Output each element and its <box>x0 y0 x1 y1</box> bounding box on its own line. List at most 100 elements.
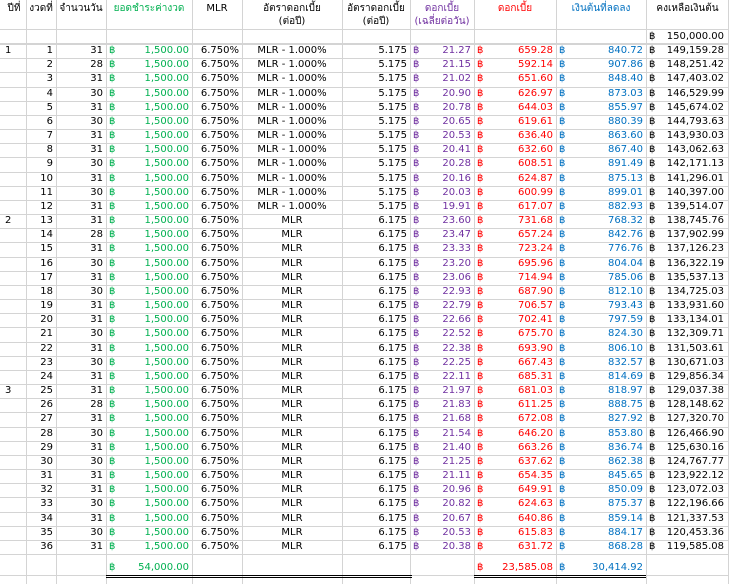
cell-days[interactable]: 31 <box>56 483 106 497</box>
cell-daily[interactable]: ฿ 23.47 <box>410 228 474 242</box>
cell-daily[interactable]: ฿ 20.53 <box>410 526 474 540</box>
cell-payment[interactable]: ฿ 1,500.00 <box>106 327 192 341</box>
cell-days[interactable]: 30 <box>56 356 106 370</box>
cell-interest[interactable]: ฿ 687.90 <box>474 285 556 299</box>
cell-days[interactable]: 30 <box>56 455 106 469</box>
cell-interest[interactable]: ฿ 667.43 <box>474 356 556 370</box>
cell-mlr[interactable]: 6.750% <box>192 313 242 327</box>
cell-payment[interactable]: ฿ 1,500.00 <box>106 129 192 143</box>
cell-payment[interactable]: ฿ 1,500.00 <box>106 384 192 398</box>
cell-mlr[interactable]: 6.750% <box>192 526 242 540</box>
cell-n[interactable]: 11 <box>26 186 56 200</box>
cell-rate[interactable]: MLR - 1.000% <box>242 129 342 143</box>
cell-mlr[interactable]: 6.750% <box>192 271 242 285</box>
cell-n[interactable]: 9 <box>26 157 56 171</box>
cell-interest[interactable]: ฿ 731.68 <box>474 214 556 228</box>
cell-payment[interactable]: ฿ 1,500.00 <box>106 370 192 384</box>
cell-eff[interactable]: 5.175 <box>342 172 410 186</box>
cell-eff[interactable]: 5.175 <box>342 200 410 214</box>
cell-balance[interactable]: ฿ 143,062.63 <box>646 143 727 157</box>
cell-interest[interactable]: ฿ 592.14 <box>474 58 556 72</box>
cell-eff[interactable]: 6.175 <box>342 427 410 441</box>
cell-n[interactable]: 28 <box>26 427 56 441</box>
cell-rate[interactable]: MLR - 1.000% <box>242 157 342 171</box>
cell-days[interactable]: 30 <box>56 115 106 129</box>
cell-days[interactable]: 30 <box>56 186 106 200</box>
cell-year[interactable] <box>2 342 26 356</box>
cell-balance[interactable]: ฿ 123,072.03 <box>646 483 727 497</box>
cell-daily[interactable]: ฿ 21.97 <box>410 384 474 398</box>
cell-eff[interactable]: 6.175 <box>342 313 410 327</box>
cell-interest[interactable]: ฿ 626.97 <box>474 87 556 101</box>
header-installment[interactable]: งวดที่ <box>29 3 53 14</box>
cell-daily[interactable]: ฿ 20.90 <box>410 87 474 101</box>
cell-daily[interactable]: ฿ 20.67 <box>410 512 474 526</box>
cell-balance[interactable]: ฿ 141,296.01 <box>646 172 727 186</box>
cell-year[interactable] <box>2 469 26 483</box>
cell-payment[interactable]: ฿ 1,500.00 <box>106 398 192 412</box>
cell-balance[interactable]: ฿ 140,397.00 <box>646 186 727 200</box>
cell-year[interactable] <box>2 143 26 157</box>
cell-payment[interactable]: ฿ 1,500.00 <box>106 441 192 455</box>
cell-balance[interactable]: ฿ 133,134.01 <box>646 313 727 327</box>
cell-n[interactable]: 13 <box>26 214 56 228</box>
cell-daily[interactable]: ฿ 23.06 <box>410 271 474 285</box>
cell-n[interactable]: 23 <box>26 356 56 370</box>
cell-year[interactable] <box>2 540 26 554</box>
cell-days[interactable]: 30 <box>56 87 106 101</box>
cell-interest[interactable]: ฿ 631.72 <box>474 540 556 554</box>
cell-rate[interactable]: MLR <box>242 427 342 441</box>
cell-year[interactable] <box>2 115 26 129</box>
cell-year[interactable] <box>2 356 26 370</box>
cell-daily[interactable]: ฿ 22.38 <box>410 342 474 356</box>
cell-balance[interactable]: ฿ 133,931.60 <box>646 299 727 313</box>
cell-principal[interactable]: ฿ 776.76 <box>556 242 646 256</box>
cell-days[interactable]: 30 <box>56 285 106 299</box>
cell-interest[interactable]: ฿ 636.40 <box>474 129 556 143</box>
cell-principal[interactable]: ฿ 827.92 <box>556 412 646 426</box>
cell-year[interactable] <box>2 58 26 72</box>
cell-eff[interactable]: 6.175 <box>342 455 410 469</box>
cell-eff[interactable]: 6.175 <box>342 483 410 497</box>
cell-days[interactable]: 31 <box>56 342 106 356</box>
cell-year[interactable] <box>2 72 26 86</box>
cell-balance[interactable]: ฿ 131,503.61 <box>646 342 727 356</box>
cell-eff[interactable]: 5.175 <box>342 87 410 101</box>
cell-n[interactable]: 36 <box>26 540 56 554</box>
cell-interest[interactable]: ฿ 608.51 <box>474 157 556 171</box>
cell-interest[interactable]: ฿ 624.63 <box>474 497 556 511</box>
cell-principal[interactable]: ฿ 862.38 <box>556 455 646 469</box>
cell-daily[interactable]: ฿ 23.33 <box>410 242 474 256</box>
total-payment-cell[interactable]: ฿ 54,000.00 <box>106 561 192 575</box>
cell-mlr[interactable]: 6.750% <box>192 87 242 101</box>
cell-interest[interactable]: ฿ 675.70 <box>474 327 556 341</box>
cell-principal[interactable]: ฿ 797.59 <box>556 313 646 327</box>
cell-interest[interactable]: ฿ 702.41 <box>474 313 556 327</box>
cell-eff[interactable]: 6.175 <box>342 214 410 228</box>
cell-mlr[interactable]: 6.750% <box>192 172 242 186</box>
cell-payment[interactable]: ฿ 1,500.00 <box>106 285 192 299</box>
cell-principal[interactable]: ฿ 884.17 <box>556 526 646 540</box>
header-payment[interactable]: ยอดชำระค่างวด <box>113 3 185 14</box>
cell-n[interactable]: 4 <box>26 87 56 101</box>
cell-n[interactable]: 6 <box>26 115 56 129</box>
cell-payment[interactable]: ฿ 1,500.00 <box>106 200 192 214</box>
cell-interest[interactable]: ฿ 644.03 <box>474 101 556 115</box>
cell-rate[interactable]: MLR <box>242 313 342 327</box>
cell-n[interactable]: 25 <box>26 384 56 398</box>
cell-payment[interactable]: ฿ 1,500.00 <box>106 342 192 356</box>
cell-rate[interactable]: MLR <box>242 497 342 511</box>
cell-daily[interactable]: ฿ 21.02 <box>410 72 474 86</box>
cell-year[interactable] <box>2 200 26 214</box>
header-balance[interactable]: คงเหลือเงินต้น <box>656 3 719 14</box>
cell-year[interactable] <box>2 285 26 299</box>
cell-days[interactable]: 30 <box>56 157 106 171</box>
cell-rate[interactable]: MLR <box>242 228 342 242</box>
cell-principal[interactable]: ฿ 785.06 <box>556 271 646 285</box>
cell-interest[interactable]: ฿ 617.07 <box>474 200 556 214</box>
cell-year[interactable] <box>2 257 26 271</box>
cell-days[interactable]: 31 <box>56 214 106 228</box>
cell-year[interactable] <box>2 129 26 143</box>
cell-daily[interactable]: ฿ 22.25 <box>410 356 474 370</box>
cell-mlr[interactable]: 6.750% <box>192 58 242 72</box>
